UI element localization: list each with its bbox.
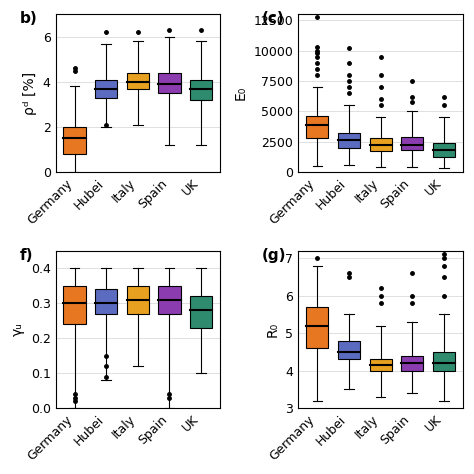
Bar — [95, 289, 117, 314]
Bar — [433, 352, 455, 371]
Bar — [158, 286, 181, 314]
Y-axis label: E₀: E₀ — [234, 86, 248, 100]
Bar — [370, 359, 392, 371]
Text: b): b) — [19, 11, 37, 26]
Bar — [158, 73, 181, 93]
Y-axis label: ρᵈ [%]: ρᵈ [%] — [23, 72, 37, 115]
Bar — [64, 286, 86, 324]
Bar — [127, 286, 149, 314]
Bar — [306, 116, 328, 138]
Bar — [433, 143, 455, 157]
Bar — [306, 307, 328, 348]
Bar — [401, 137, 423, 150]
Bar — [190, 80, 212, 100]
Bar — [190, 296, 212, 328]
Bar — [401, 356, 423, 371]
Y-axis label: R₀: R₀ — [266, 322, 280, 337]
Bar — [370, 138, 392, 151]
Bar — [338, 133, 360, 147]
Bar — [64, 127, 86, 154]
Bar — [338, 341, 360, 359]
Bar — [95, 80, 117, 98]
Y-axis label: γᵤ: γᵤ — [11, 322, 25, 337]
Bar — [127, 73, 149, 89]
Text: (g): (g) — [262, 247, 287, 263]
Text: (c): (c) — [262, 11, 285, 26]
Text: f): f) — [19, 247, 33, 263]
